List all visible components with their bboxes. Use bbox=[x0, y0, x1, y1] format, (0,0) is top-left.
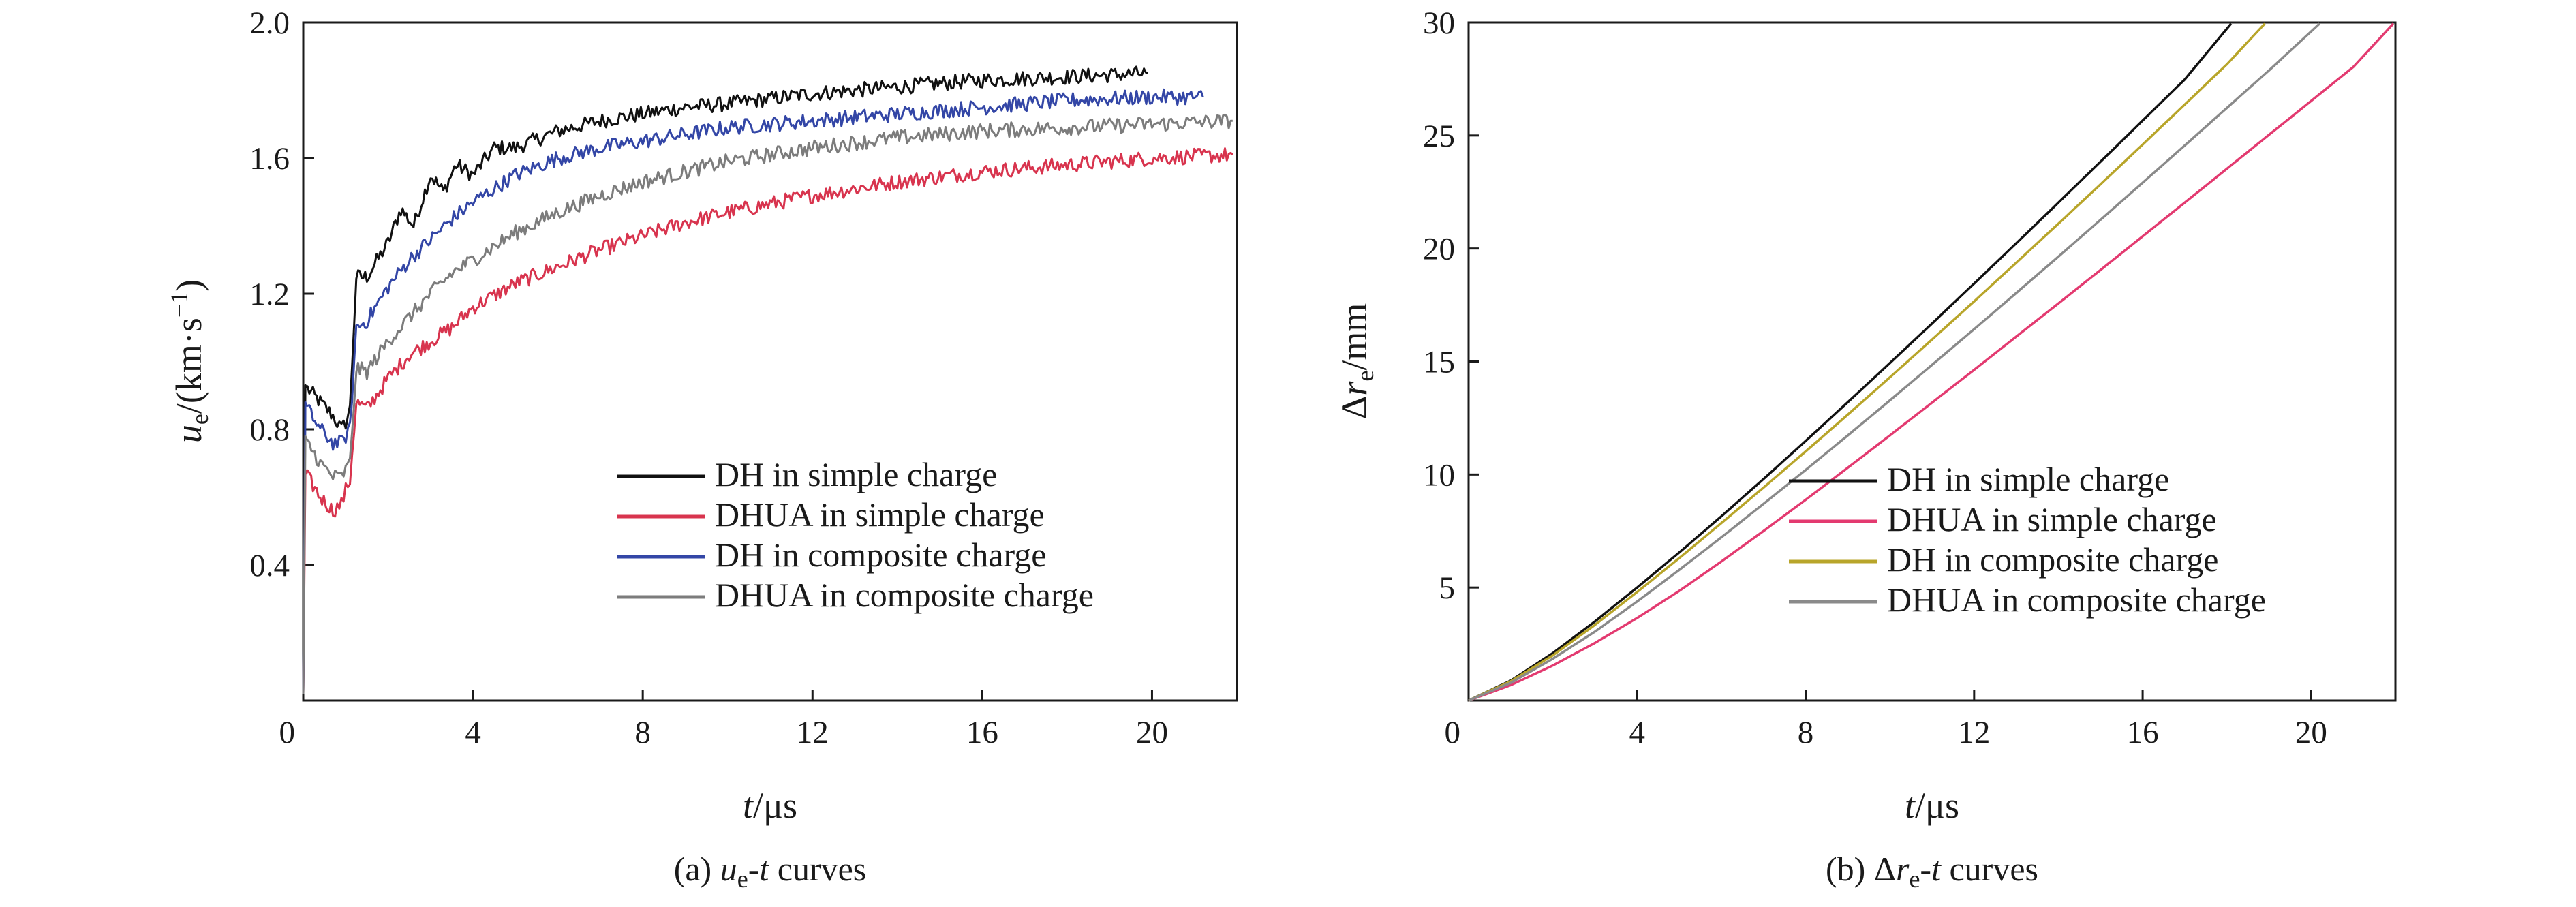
y-tick-label: 20 bbox=[1423, 232, 1455, 267]
x-axis: 0481216200 bbox=[279, 690, 1168, 750]
x-tick-label: 4 bbox=[465, 715, 481, 750]
x-tick-label: 12 bbox=[1958, 715, 1990, 750]
x-tick-label: 8 bbox=[1798, 715, 1814, 750]
series-lines bbox=[302, 65, 1233, 694]
y-tick-label: 0.8 bbox=[249, 412, 290, 448]
series-line-4 bbox=[1468, 22, 2320, 702]
x-axis-label: t/μs bbox=[743, 785, 797, 826]
y-axis-label: ue/(km·s−1) bbox=[166, 279, 213, 443]
origin-label: 0 bbox=[279, 715, 296, 750]
legend-label: DH in composite charge bbox=[715, 536, 1046, 574]
x-tick-label: 8 bbox=[634, 715, 651, 750]
y-tick-label: 10 bbox=[1423, 457, 1455, 493]
series-lines bbox=[1468, 22, 2395, 702]
legend-label: DH in simple charge bbox=[715, 455, 997, 493]
legend-label: DH in simple charge bbox=[1887, 460, 2169, 498]
series-line-3 bbox=[1468, 22, 2266, 702]
x-tick-label: 12 bbox=[797, 715, 829, 750]
panel-b-caption: (b) Δre-t curves bbox=[1826, 850, 2038, 893]
series-line-2 bbox=[1468, 22, 2395, 702]
legend-label: DHUA in simple charge bbox=[1887, 500, 2217, 538]
x-tick-label: 4 bbox=[1629, 715, 1646, 750]
legend-label: DH in composite charge bbox=[1887, 540, 2218, 579]
y-tick-label: 1.2 bbox=[249, 277, 290, 312]
y-axis: 5 10 15 20 25 30 bbox=[1423, 5, 1479, 606]
x-axis-label: t/μs bbox=[1905, 785, 1959, 826]
y-tick-label: 0.4 bbox=[249, 548, 290, 583]
legend-label: DHUA in simple charge bbox=[715, 495, 1045, 534]
x-axis: 0481216200 bbox=[1445, 690, 2327, 750]
legend-label: DHUA in composite charge bbox=[1887, 581, 2266, 619]
series-line-4 bbox=[302, 113, 1233, 694]
y-tick-label: 5 bbox=[1439, 570, 1456, 606]
y-tick-label: 1.6 bbox=[249, 141, 290, 176]
panel-a-caption: (a) ue-t curves bbox=[674, 850, 867, 893]
series-line-3 bbox=[302, 88, 1204, 694]
panel-a-ue-t-chart: 0481216200 0.40.81.21.62.0 DH in simple … bbox=[166, 5, 1238, 893]
y-tick-label: 2.0 bbox=[249, 5, 290, 41]
x-tick-label: 16 bbox=[2127, 715, 2159, 750]
x-tick-label: 20 bbox=[2295, 715, 2327, 750]
series-line-1 bbox=[302, 65, 1148, 694]
y-tick-label: 25 bbox=[1423, 119, 1455, 154]
y-axis-label: Δre/mm bbox=[1334, 303, 1379, 420]
x-tick-label: 16 bbox=[966, 715, 998, 750]
plot-frame bbox=[302, 21, 1238, 702]
y-tick-label: 30 bbox=[1423, 5, 1455, 41]
legend-label: DHUA in composite charge bbox=[715, 576, 1094, 614]
series-line-1 bbox=[1468, 22, 2233, 702]
x-tick-label: 20 bbox=[1136, 715, 1168, 750]
y-axis: 0.4 0.8 1.2 1.6 2.0 bbox=[249, 5, 314, 583]
y-tick-label: 15 bbox=[1423, 345, 1455, 380]
series-line-2 bbox=[302, 147, 1233, 694]
origin-label: 0 bbox=[1445, 715, 1461, 750]
